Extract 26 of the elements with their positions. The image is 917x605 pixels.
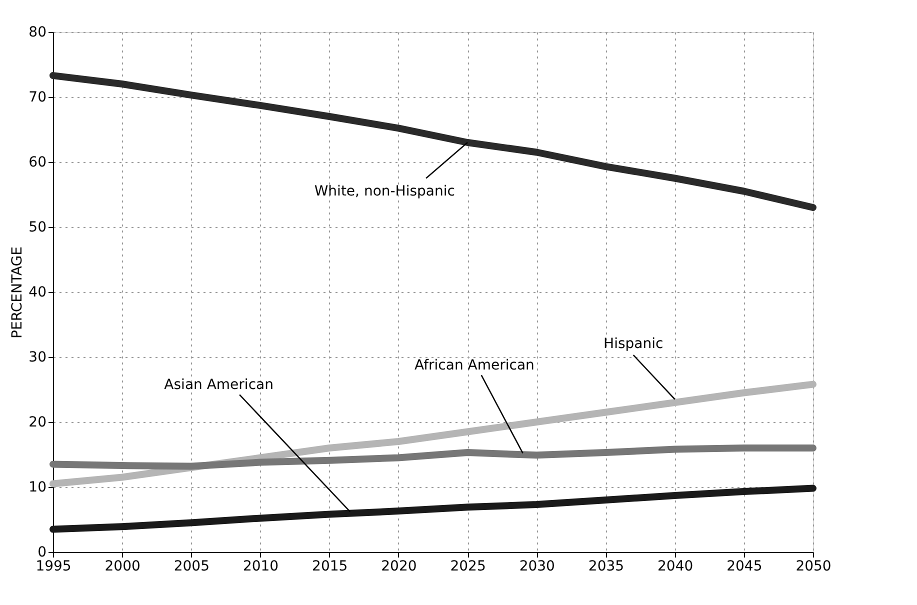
x-tick-label: 2030 [519,558,555,574]
y-tick-label: 40 [28,284,46,300]
y-tick-label: 80 [28,24,46,40]
y-tick-label: 70 [28,90,46,106]
x-tick-label: 2000 [104,558,140,574]
annotation: African American [414,357,534,374]
y-tick-label: 10 [28,480,46,496]
x-tick-label: 2050 [796,558,832,574]
x-tick-label: 2045 [726,558,762,574]
x-tick-label: 1995 [36,558,72,574]
x-tick-label: 2040 [658,558,694,574]
x-tick-label: 2015 [312,558,348,574]
y-tick-label: 50 [28,220,46,236]
y-tick-label: 20 [28,414,46,430]
y-axis-title: PERCENTAGE [10,246,26,338]
y-tick-label: 60 [28,154,46,170]
x-tick-label: 2005 [174,558,210,574]
annotation: White, non-Hispanic [314,183,455,200]
x-tick-label: 2010 [242,558,279,574]
y-tick-label: 0 [38,544,46,560]
annotation: Hispanic [604,336,664,352]
x-tick-label: 2035 [588,558,624,574]
x-tick-label: 2020 [381,558,417,574]
annotation: Asian American [164,376,274,393]
y-tick-label: 30 [28,350,46,366]
x-tick-label: 2025 [450,558,486,574]
